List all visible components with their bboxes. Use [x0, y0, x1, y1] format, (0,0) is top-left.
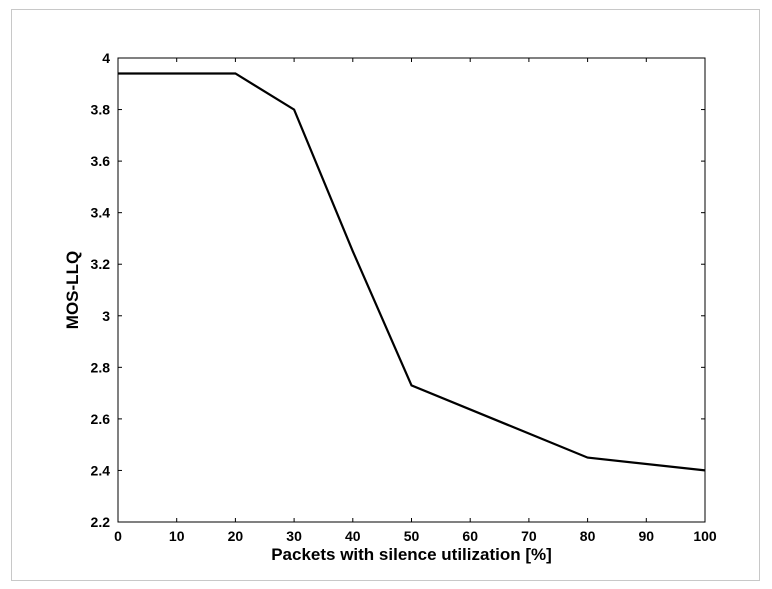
y-tick-label: 3.6 — [91, 153, 111, 169]
x-tick-label: 60 — [462, 528, 478, 544]
y-tick-label: 3.4 — [91, 205, 111, 221]
y-tick-label: 2.2 — [91, 514, 111, 530]
x-tick-label: 100 — [693, 528, 717, 544]
x-tick-label: 20 — [228, 528, 244, 544]
y-tick-label: 2.6 — [91, 411, 111, 427]
x-tick-label: 40 — [345, 528, 361, 544]
y-tick-label: 3 — [102, 308, 110, 324]
y-tick-label: 4 — [102, 50, 110, 66]
y-tick-label: 3.8 — [91, 102, 111, 118]
x-tick-label: 0 — [114, 528, 122, 544]
y-tick-label: 2.4 — [91, 462, 111, 478]
y-tick-label: 2.8 — [91, 359, 111, 375]
x-tick-label: 10 — [169, 528, 185, 544]
x-tick-label: 70 — [521, 528, 537, 544]
y-tick-labels: 2.2 2.4 2.6 2.8 3 3.2 3.4 3.6 3.8 4 — [91, 50, 111, 530]
x-tick-label: 30 — [286, 528, 302, 544]
axis-ticks — [117, 57, 706, 523]
y-axis-label: MOS-LLQ — [63, 251, 82, 329]
x-tick-label: 80 — [580, 528, 596, 544]
x-tick-labels: 0 10 20 30 40 50 60 70 80 90 100 — [114, 528, 717, 544]
x-tick-label: 50 — [404, 528, 420, 544]
x-tick-label: 90 — [639, 528, 655, 544]
x-axis-label: Packets with silence utilization [%] — [271, 545, 552, 564]
plot-area — [117, 57, 706, 523]
series-layer — [117, 72, 706, 472]
y-tick-label: 3.2 — [91, 256, 111, 272]
